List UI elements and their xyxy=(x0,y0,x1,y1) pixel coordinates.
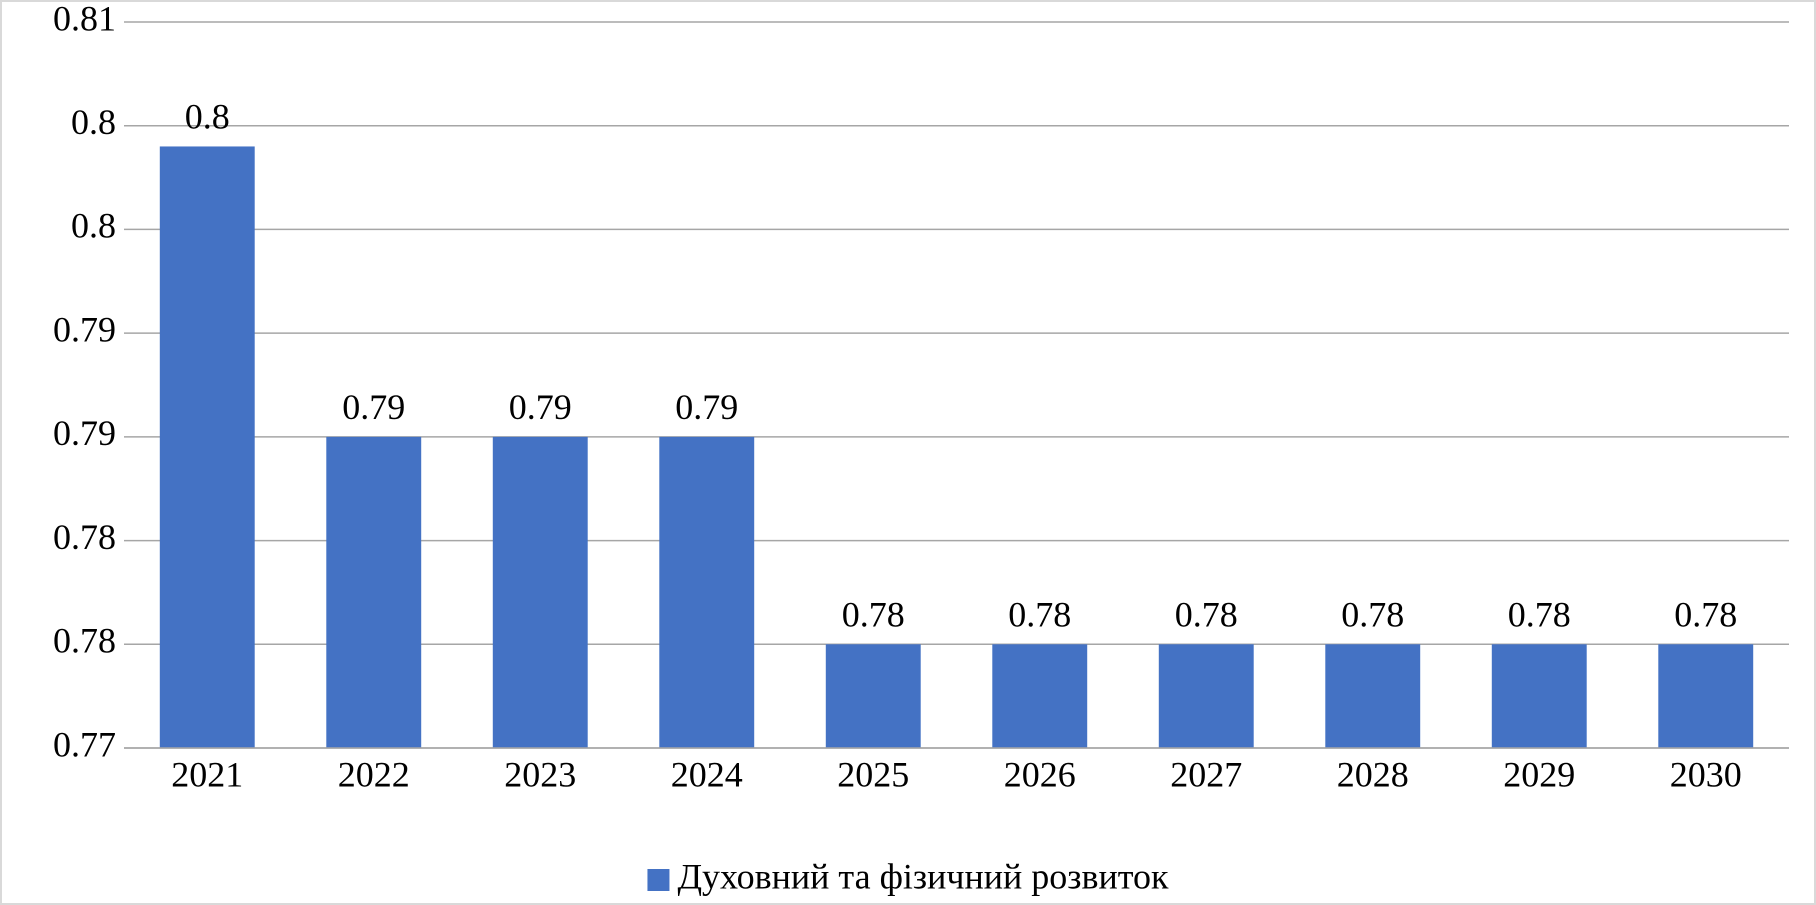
y-tick-label: 0.78 xyxy=(53,517,116,557)
x-tick-label: 2028 xyxy=(1337,754,1409,794)
bar xyxy=(1491,644,1587,748)
x-tick-label: 2025 xyxy=(837,754,909,794)
bar xyxy=(825,644,921,748)
data-label: 0.78 xyxy=(1508,595,1571,635)
data-label: 0.78 xyxy=(1341,595,1404,635)
legend-swatch xyxy=(647,869,670,891)
data-label: 0.8 xyxy=(185,97,230,137)
data-label: 0.78 xyxy=(1008,595,1071,635)
bar xyxy=(1658,644,1754,748)
bar xyxy=(492,436,588,748)
y-tick-label: 0.79 xyxy=(53,413,116,453)
data-label: 0.79 xyxy=(342,387,405,427)
x-tick-label: 2021 xyxy=(171,754,243,794)
y-tick-label: 0.77 xyxy=(53,724,116,764)
legend-label: Духовний та фізичний розвиток xyxy=(677,856,1169,896)
bar xyxy=(659,436,755,748)
y-tick-label: 0.78 xyxy=(53,621,116,661)
bar xyxy=(1158,644,1254,748)
y-tick-label: 0.8 xyxy=(71,206,116,246)
data-label: 0.78 xyxy=(842,595,905,635)
data-label: 0.79 xyxy=(509,387,572,427)
x-tick-label: 2030 xyxy=(1670,754,1742,794)
data-label: 0.78 xyxy=(1175,595,1238,635)
data-label: 0.79 xyxy=(675,387,738,427)
y-tick-label: 0.79 xyxy=(53,309,116,349)
bar xyxy=(159,146,255,748)
x-tick-label: 2024 xyxy=(671,754,743,794)
x-tick-label: 2029 xyxy=(1503,754,1575,794)
x-tick-label: 2026 xyxy=(1004,754,1076,794)
data-label: 0.78 xyxy=(1674,595,1737,635)
y-tick-label: 0.8 xyxy=(71,102,116,142)
x-tick-label: 2027 xyxy=(1170,754,1242,794)
x-tick-label: 2022 xyxy=(338,754,410,794)
bar xyxy=(326,436,422,748)
bar xyxy=(1325,644,1421,748)
bar xyxy=(992,644,1088,748)
y-tick-label: 0.81 xyxy=(53,0,116,38)
x-tick-label: 2023 xyxy=(504,754,576,794)
